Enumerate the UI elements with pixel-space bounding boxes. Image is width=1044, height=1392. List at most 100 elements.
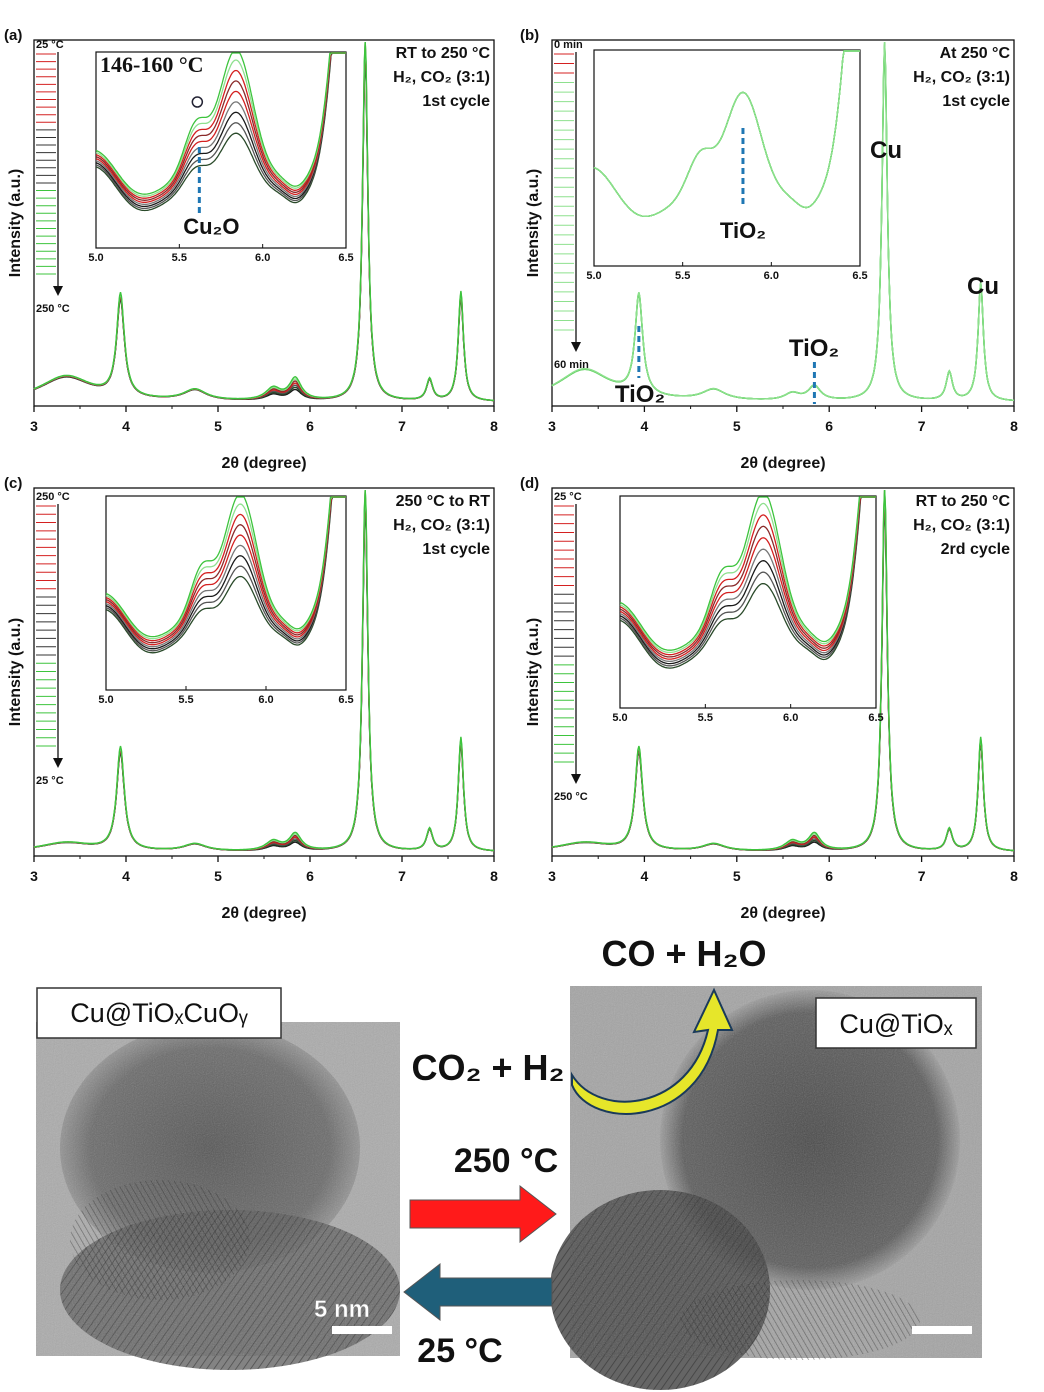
legend-arrowhead (53, 758, 63, 768)
condition-text: At 250 °C (940, 45, 1011, 62)
x-tick-label: 8 (1010, 418, 1018, 434)
spectrum-series (551, 41, 1015, 401)
x-tick-label: 7 (398, 868, 406, 884)
x-tick-label: 7 (918, 868, 926, 884)
forward-arrow (409, 1184, 557, 1244)
legend-top-label: 0 min (554, 39, 583, 51)
legend-bottom-label: 250 °C (36, 303, 70, 315)
x-tick-label: 3 (548, 868, 556, 884)
tem-label-left: Cu@TiOₓCuOᵧ (70, 998, 248, 1028)
inset-series (105, 496, 346, 644)
inset-x-tick-label: 5.5 (178, 694, 193, 706)
condition-text: 250 °C to RT (396, 493, 491, 510)
inset-annotation: 146-160 °C (100, 52, 204, 77)
reverse-temp-label: 25 °C (417, 1332, 502, 1370)
panel-label: (c) (4, 475, 22, 492)
condition-text: 1st cycle (422, 93, 490, 110)
x-axis-label: 2θ (degree) (221, 905, 306, 922)
inset-frame (593, 49, 861, 267)
x-tick-label: 6 (825, 868, 833, 884)
condition-text: H₂, CO₂ (3:1) (913, 517, 1010, 534)
peak-annotation: Cu (967, 273, 999, 300)
inset-series (105, 496, 346, 654)
inset-series (619, 496, 876, 667)
peak-annotation: TiO₂ (789, 335, 839, 362)
panel-a: 3 4 5 6 7 8 2θ (degree) Intensity (a.u.) (a) 25 °… (4, 27, 498, 472)
inset-series (619, 496, 876, 665)
spectrum-series (33, 489, 495, 852)
x-tick-label: 5 (733, 868, 741, 884)
x-tick-label: 3 (30, 418, 38, 434)
inset-series (105, 496, 346, 652)
inset-annotation: Cu₂O (183, 214, 239, 239)
inset-series (619, 496, 876, 669)
tem-section: Cu@TiOₓCuOᵧ 5 nm Cu@TiOₓ CO + H₂O CO₂ + … (36, 933, 982, 1390)
tem-label-left-box: Cu@TiOₓCuOᵧ (36, 987, 282, 1039)
inset-x-tick-label: 6.0 (783, 712, 798, 724)
reactants-label: CO₂ + H₂ (411, 1047, 564, 1088)
peak-annotation: Cu (870, 137, 902, 164)
inset-series (95, 52, 346, 201)
legend-arrowhead (571, 342, 581, 352)
legend-bottom-label: 250 °C (554, 791, 588, 803)
tem-label-right: Cu@TiOₓ (839, 1009, 952, 1039)
legend-bottom-label: 25 °C (36, 775, 64, 787)
x-tick-label: 4 (122, 418, 130, 434)
panel-label: (d) (520, 475, 539, 492)
inset-x-tick-label: 5.0 (88, 252, 103, 264)
panel-d: 3 4 5 6 7 8 2θ (degree) Intensity (a.u.) (d) 25 °… (520, 475, 1018, 922)
inset-series (95, 52, 346, 206)
x-tick-label: 8 (1010, 868, 1018, 884)
tem-image-left (36, 1022, 400, 1370)
forward-temp-label: 250 °C (454, 1142, 558, 1180)
inset-x-tick-label: 5.0 (612, 712, 627, 724)
scale-bar-label: 5 nm (314, 1296, 370, 1323)
x-axis-label: 2θ (degree) (221, 455, 306, 472)
legend-top-label: 250 °C (36, 491, 70, 503)
inset-x-tick-label: 6.5 (338, 694, 353, 706)
inset-x-tick-label: 6.0 (258, 694, 273, 706)
x-tick-label: 5 (214, 418, 222, 434)
inset-series (619, 496, 876, 651)
inset-x-tick-label: 6.5 (868, 712, 883, 724)
inset-series (105, 496, 346, 650)
inset-series (105, 496, 346, 638)
x-tick-label: 4 (641, 868, 649, 884)
condition-text: H₂, CO₂ (3:1) (393, 517, 490, 534)
panel-c: 3 4 5 6 7 8 2θ (degree) Intensity (a.u.) (c) 250 … (4, 475, 498, 922)
x-tick-label: 3 (30, 868, 38, 884)
scale-bar-left: 5 nm (314, 1296, 392, 1334)
inset-series (105, 496, 346, 646)
inset-x-tick-label: 5.5 (698, 712, 713, 724)
legend-arrowhead (571, 774, 581, 784)
inset-series (105, 496, 346, 642)
panel-label: (a) (4, 27, 22, 44)
inset-series (593, 50, 860, 218)
x-tick-label: 8 (490, 868, 498, 884)
y-axis-label: Intensity (a.u.) (525, 618, 542, 726)
condition-text: RT to 250 °C (396, 45, 491, 62)
tem-label-right-box: Cu@TiOₓ (815, 997, 977, 1049)
legend-top-label: 25 °C (36, 39, 64, 51)
x-tick-label: 3 (548, 418, 556, 434)
spectrum-series (551, 489, 1015, 852)
inset-x-tick-label: 5.0 (586, 270, 601, 282)
inset-x-tick-label: 5.0 (98, 694, 113, 706)
condition-text: H₂, CO₂ (3:1) (393, 69, 490, 86)
x-axis-label: 2θ (degree) (740, 455, 825, 472)
scale-bar-right (912, 1326, 972, 1334)
inset-series (95, 52, 346, 195)
annotation-circle (191, 96, 204, 108)
panel-label: (b) (520, 27, 539, 44)
inset-c: 5.0 5.5 6.0 6.5 (98, 495, 354, 706)
x-tick-label: 7 (398, 418, 406, 434)
inset-series (95, 52, 346, 199)
x-tick-label: 6 (825, 418, 833, 434)
inset-series (619, 496, 876, 654)
inset-x-tick-label: 5.5 (675, 270, 690, 282)
panel-b: 3 4 5 6 7 8 2θ (degree) Intensity (a.u.) (b) 0 mi… (520, 27, 1018, 472)
products-label: CO + H₂O (601, 933, 766, 974)
x-axis-label: 2θ (degree) (740, 905, 825, 922)
inset-annotation: TiO₂ (720, 218, 766, 243)
